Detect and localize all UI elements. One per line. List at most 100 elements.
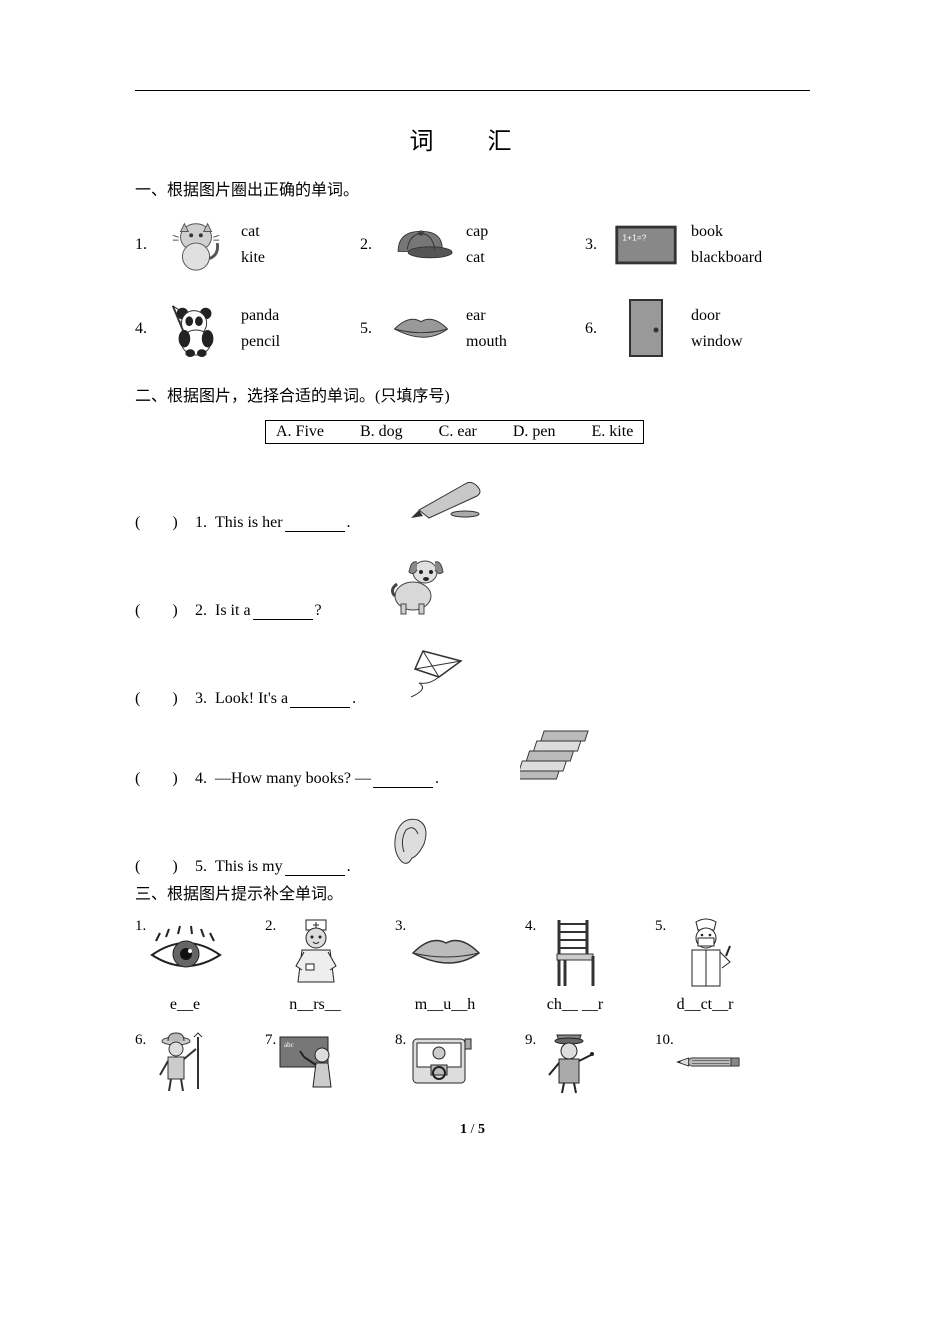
s1-words: panda pencil <box>241 307 280 351</box>
q-text: 3. Look! It's a . <box>195 690 356 708</box>
s1-num: 5. <box>360 320 386 338</box>
s3-num: 9. <box>525 1032 536 1049</box>
fill-word: m__u__h <box>395 996 495 1014</box>
svg-text:abc: abc <box>284 1041 294 1049</box>
section3-heading: 三、根据图片提示补全单词。 <box>135 880 810 904</box>
doctor-icon <box>666 918 746 988</box>
door-icon <box>611 298 681 360</box>
s3-num: 3. <box>395 918 406 935</box>
q-post: . <box>352 690 356 708</box>
chair-icon <box>536 918 616 988</box>
top-rule <box>135 90 810 91</box>
s2-row-5: ( ) 5. This is my . <box>135 798 810 876</box>
cat-icon <box>161 214 231 276</box>
pen-icon <box>405 462 495 532</box>
ear-icon <box>365 806 455 876</box>
s3-cell-4: 4. <box>525 918 625 988</box>
s3-cell-3: 3. <box>395 918 495 988</box>
option: E. kite <box>592 423 634 441</box>
cap-icon <box>386 214 456 276</box>
s3-num: 8. <box>395 1032 406 1049</box>
pencil-icon <box>674 1032 744 1092</box>
s3-cell-1: 1. <box>135 918 235 988</box>
word-opt: mouth <box>466 333 507 351</box>
option: C. ear <box>439 423 477 441</box>
q-num: 4. <box>195 770 207 788</box>
paren: ( ) <box>135 684 195 708</box>
blank <box>290 692 350 708</box>
s2-row-2: ( ) 2. Is it a ? <box>135 542 810 620</box>
mouth2-icon <box>406 918 486 988</box>
police-icon <box>536 1032 606 1092</box>
s1-words: ear mouth <box>466 307 507 351</box>
q-post: ? <box>315 602 322 620</box>
page-title: 词 汇 <box>135 121 810 156</box>
blank <box>373 772 433 788</box>
q-text: 1. This is her . <box>195 514 351 532</box>
s2-row-1: ( ) 1. This is her . <box>135 454 810 532</box>
options-box-wrap: A. Five B. dog C. ear D. pen E. kite <box>135 420 810 444</box>
q-text: 5. This is my . <box>195 858 351 876</box>
word-opt: book <box>691 223 762 241</box>
blank <box>253 604 313 620</box>
teacher-icon: abc <box>276 1032 346 1092</box>
q-num: 2. <box>195 602 207 620</box>
s3-cell-6: 6. <box>135 1032 235 1092</box>
s1-item-6: 6. door window <box>585 298 810 360</box>
s3-cell-2: 2. <box>265 918 365 988</box>
blackboard-icon: 1+1=? <box>611 214 681 276</box>
word-opt: ear <box>466 307 507 325</box>
q-post: . <box>347 514 351 532</box>
section1-heading: 一、根据图片圈出正确的单词。 <box>135 176 810 200</box>
word-opt: pencil <box>241 333 280 351</box>
section1-grid: 1. cat kite 2. <box>135 214 810 360</box>
s3-num: 4. <box>525 918 536 935</box>
word-opt: door <box>691 307 743 325</box>
farmer-icon <box>146 1032 216 1092</box>
s3-num: 5. <box>655 918 666 935</box>
q-num: 1. <box>195 514 207 532</box>
fill-word: e__e <box>135 996 235 1014</box>
s3-cell-10: 10. <box>655 1032 755 1092</box>
fill-word: d__ct__r <box>655 996 755 1014</box>
nurse-icon <box>276 918 356 988</box>
s1-item-5: 5. ear mouth <box>360 298 585 360</box>
eye-icon <box>146 918 226 988</box>
option: D. pen <box>513 423 556 441</box>
s1-item-3: 3. 1+1=? book blackboard <box>585 214 810 276</box>
s3-row1-words: e__e n__rs__ m__u__h ch__ __r d__ct__r <box>135 996 810 1014</box>
s2-list: ( ) 1. This is her . ( ) 2. Is it a <box>135 454 810 876</box>
page-footer: 1 / 5 <box>135 1122 810 1138</box>
s1-num: 2. <box>360 236 386 254</box>
blank <box>285 516 345 532</box>
s1-words: book blackboard <box>691 223 762 267</box>
s3-cell-5: 5. <box>655 918 755 988</box>
q-pre: This is my <box>215 858 283 876</box>
s1-words: door window <box>691 307 743 351</box>
q-post: . <box>347 858 351 876</box>
q-text: 2. Is it a ? <box>195 602 322 620</box>
word-opt: cat <box>241 223 265 241</box>
s3-cell-9: 9. <box>525 1032 625 1092</box>
s3-num: 1. <box>135 918 146 935</box>
q-num: 3. <box>195 690 207 708</box>
s1-item-1: 1. cat kite <box>135 214 360 276</box>
s2-row-3: ( ) 3. Look! It's a . <box>135 630 810 708</box>
s1-num: 4. <box>135 320 161 338</box>
q-pre: —How many books? — <box>215 770 371 788</box>
paren: ( ) <box>135 596 195 620</box>
q-post: . <box>435 770 439 788</box>
s1-num: 6. <box>585 320 611 338</box>
svg-text:1+1=?: 1+1=? <box>622 232 646 242</box>
q-num: 5. <box>195 858 207 876</box>
s3-num: 2. <box>265 918 276 935</box>
blank <box>285 860 345 876</box>
panda-icon <box>161 298 231 360</box>
paren: ( ) <box>135 764 195 788</box>
kite-icon <box>395 638 485 708</box>
paren: ( ) <box>135 508 195 532</box>
word-opt: panda <box>241 307 280 325</box>
s1-row-1: 1. cat kite 2. <box>135 214 810 276</box>
word-opt: cat <box>466 249 488 267</box>
s2-row-4: ( ) 4. —How many books? — . <box>135 718 810 788</box>
